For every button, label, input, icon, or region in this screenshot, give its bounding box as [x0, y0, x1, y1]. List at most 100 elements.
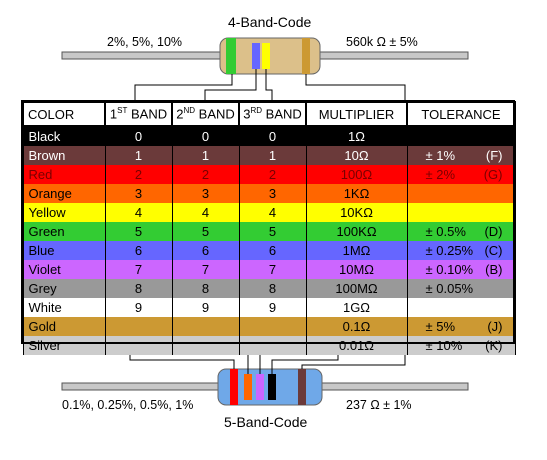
four-band-right-lead — [317, 51, 469, 60]
table-row: Brown 1 1 1 10Ω ± 1% (F) — [22, 146, 516, 165]
table-row: Silver 0.01Ω ± 10% (K) — [22, 336, 516, 355]
four-band-band-3 — [262, 43, 270, 69]
tolerance-cell — [406, 184, 516, 203]
tolerance-value: ± 5% — [425, 319, 456, 334]
color-name: Orange — [22, 184, 106, 203]
color-name: Brown — [22, 146, 106, 165]
color-name: Violet — [22, 260, 106, 279]
tolerance-letter: (D) — [484, 224, 503, 239]
tolerance-value: ± 10% — [425, 338, 463, 353]
multiplier-value: 1GΩ — [305, 298, 408, 317]
band-1-value: 8 — [104, 279, 173, 298]
band-3-value: 0 — [238, 126, 307, 146]
four-band-band-4 — [302, 38, 310, 74]
header-band-2: 2ND BAND — [171, 101, 240, 127]
multiplier-value: 10MΩ — [305, 260, 408, 279]
band-2-value: 5 — [171, 222, 240, 241]
band-2-value: 3 — [171, 184, 240, 203]
band-2-value: 8 — [171, 279, 240, 298]
band-1-value: 5 — [104, 222, 173, 241]
band-1-value: 6 — [104, 241, 173, 260]
tolerance-value: ± 0.05% — [425, 281, 474, 296]
band-1-value: 4 — [104, 203, 173, 222]
band-1-value: 2 — [104, 165, 173, 184]
tolerance-value: ± 2% — [425, 167, 456, 182]
band-3-value: 6 — [238, 241, 307, 260]
tolerance-value: ± 1% — [425, 148, 456, 163]
tolerance-cell: ± 5% (J) — [406, 317, 516, 336]
multiplier-value: 1KΩ — [305, 184, 408, 203]
multiplier-value: 1Ω — [305, 126, 408, 146]
band-1-value — [104, 317, 173, 336]
color-name: White — [22, 298, 106, 317]
color-name: Green — [22, 222, 106, 241]
tolerance-cell: ± 0.25% (C) — [406, 241, 516, 260]
header-band-3: 3RD BAND — [238, 101, 307, 127]
band-2-value: 0 — [171, 126, 240, 146]
band-3-value: 8 — [238, 279, 307, 298]
four-band-band-1 — [226, 38, 236, 74]
tolerance-value: ± 0.10% — [425, 262, 474, 277]
band-3-value: 1 — [238, 146, 307, 165]
band-2-value: 2 — [171, 165, 240, 184]
band-2-value: 1 — [171, 146, 240, 165]
tolerance-letter: (J) — [487, 319, 503, 334]
five-band-band-2 — [244, 374, 252, 400]
multiplier-value: 100KΩ — [305, 222, 408, 241]
color-name: Red — [22, 165, 106, 184]
tolerance-cell — [406, 298, 516, 317]
tolerance-cell: ± 0.5% (D) — [406, 222, 516, 241]
band-2-value — [171, 336, 240, 355]
tolerance-value: ± 0.5% — [425, 224, 466, 239]
four-band-connectors — [134, 69, 406, 101]
table-row: Gold 0.1Ω ± 5% (J) — [22, 317, 516, 336]
band-1-value: 9 — [104, 298, 173, 317]
band-1-value — [104, 336, 173, 355]
band-1-value: 0 — [104, 126, 173, 146]
multiplier-value: 10KΩ — [305, 203, 408, 222]
multiplier-value: 1MΩ — [305, 241, 408, 260]
band-2-value: 9 — [171, 298, 240, 317]
five-band-left-lead — [61, 382, 223, 391]
multiplier-value: 100MΩ — [305, 279, 408, 298]
band-3-value: 9 — [238, 298, 307, 317]
tolerance-cell: ± 0.10% (B) — [406, 260, 516, 279]
color-code-table: COLOR 1ST BAND 2ND BAND 3RD BAND MULTIPL… — [22, 101, 516, 355]
five-band-band-4 — [268, 374, 276, 400]
five-band-example-note: 237 Ω ± 1% — [346, 398, 412, 412]
band-3-value: 7 — [238, 260, 307, 279]
band-3-value — [238, 336, 307, 355]
five-band-title: 5-Band-Code — [224, 414, 308, 430]
tolerance-letter: (B) — [485, 262, 503, 277]
band-1-value: 3 — [104, 184, 173, 203]
band-3-value: 2 — [238, 165, 307, 184]
tolerance-value: ± 0.25% — [425, 243, 474, 258]
five-band-band-1 — [230, 369, 238, 405]
tolerance-letter: (F) — [485, 148, 503, 163]
four-band-example-note: 560k Ω ± 5% — [346, 35, 418, 49]
table-row: Red 2 2 2 100Ω ± 2% (G) — [22, 165, 516, 184]
band-2-value: 6 — [171, 241, 240, 260]
header-color: COLOR — [22, 101, 106, 127]
header-band-1: 1ST BAND — [104, 101, 173, 127]
four-band-resistor — [219, 37, 321, 75]
table-header-row: COLOR 1ST BAND 2ND BAND 3RD BAND MULTIPL… — [22, 101, 516, 127]
tolerance-letter: (K) — [485, 338, 503, 353]
color-name: Gold — [22, 317, 106, 336]
band-2-value: 4 — [171, 203, 240, 222]
table-row: Orange 3 3 3 1KΩ — [22, 184, 516, 203]
multiplier-value: 0.1Ω — [305, 317, 408, 336]
table-row: Grey 8 8 8 100MΩ ± 0.05% — [22, 279, 516, 298]
color-name: Silver — [22, 336, 106, 355]
tolerance-cell: ± 10% (K) — [406, 336, 516, 355]
five-band-tolerance-note: 0.1%, 0.25%, 0.5%, 1% — [62, 398, 194, 412]
table-row: White 9 9 9 1GΩ — [22, 298, 516, 317]
four-band-tolerance-note: 2%, 5%, 10% — [107, 35, 183, 49]
four-band-band-2 — [252, 43, 260, 69]
tolerance-letter: (C) — [484, 243, 503, 258]
tolerance-cell: ± 0.05% — [406, 279, 516, 298]
color-name: Black — [22, 126, 106, 146]
five-band-resistor — [217, 368, 323, 406]
band-3-value — [238, 317, 307, 336]
four-band-left-lead — [61, 51, 223, 60]
